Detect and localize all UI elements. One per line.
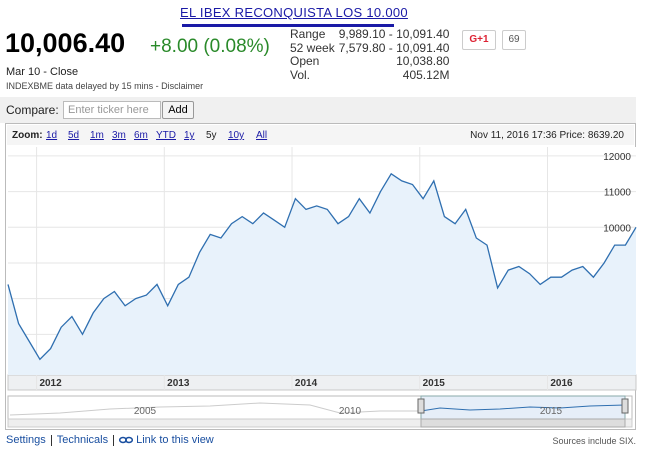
stat-label: Open <box>290 54 320 68</box>
zoom-label: Zoom: <box>12 130 43 141</box>
stat-label: Vol. <box>290 67 311 82</box>
stat-label: Range <box>290 27 326 41</box>
price-line <box>7 172 637 361</box>
stat-value: 405.12M <box>402 67 450 82</box>
x-tick-label: 2013 <box>167 378 190 389</box>
stat-row: Vol. 405.12M <box>290 67 450 83</box>
zoom-bar <box>7 125 634 145</box>
stat-value: 10,038.80 <box>396 54 450 68</box>
stat-row: Open 10,038.80 <box>290 54 450 69</box>
zoom-link[interactable]: 5d <box>68 130 79 141</box>
zoom-link[interactable]: All <box>256 130 267 141</box>
ticker-input[interactable]: Enter ticker here <box>63 101 161 119</box>
title-underline <box>182 24 394 27</box>
separator <box>50 434 52 446</box>
zoom-link[interactable]: 1m <box>90 130 104 141</box>
stat-row: 52 week 7,579.80 - 10,091.40 <box>290 40 450 56</box>
compare-label: Compare: <box>6 103 59 117</box>
navigator-label: 2005 <box>134 406 157 417</box>
y-tick-label: 10000 <box>603 223 631 234</box>
link-icon <box>119 436 134 444</box>
scroll-thumb[interactable] <box>420 418 626 428</box>
price: 10,006.40 <box>5 28 126 58</box>
stat-value: 9,989.10 - 10,091.40 <box>338 27 450 41</box>
x-tick-label: 2012 <box>39 378 62 389</box>
footer-link[interactable]: Settings <box>6 434 46 446</box>
separator <box>113 434 115 446</box>
stat-row: Range 9,989.10 - 10,091.40 <box>290 27 450 42</box>
x-tick-label: 2014 <box>295 378 318 389</box>
zoom-link[interactable]: 1y <box>184 130 195 141</box>
footer-link[interactable]: Technicals <box>56 434 109 446</box>
stat-value: 7,579.80 - 10,091.40 <box>338 40 450 55</box>
year-band <box>7 374 637 391</box>
sources-note: Sources include SIX. <box>552 436 636 446</box>
price-change: +8.00 (0.08%) <box>150 36 270 57</box>
zoom-link[interactable]: 6m <box>134 130 148 141</box>
navigator-label: 2015 <box>540 406 563 417</box>
chart: Zoom: Nov 11, 2016 17:36 Price: 8639.20 … <box>5 123 637 430</box>
stats-table: Range 9,989.10 - 10,091.40 52 week 7,579.80… <box>290 27 450 83</box>
y-tick-label: 11000 <box>604 188 632 199</box>
navigator-handle[interactable] <box>417 398 425 414</box>
zoom-link[interactable]: 10y <box>228 130 244 141</box>
add-button[interactable]: Add <box>162 101 194 119</box>
price-info: Nov 11, 2016 17:36 Price: 8639.20 <box>470 130 624 141</box>
zoom-link[interactable]: 1d <box>46 130 57 141</box>
zoom-link[interactable]: 3m <box>112 130 126 141</box>
navigator-label: 2010 <box>339 406 362 417</box>
zoom-link[interactable]: YTD <box>156 130 176 141</box>
stat-label: 52 week <box>290 40 335 55</box>
area <box>8 173 636 375</box>
delay-note: INDEXBME data delayed by 15 mins - Discl… <box>6 81 204 91</box>
close-date: Mar 10 - Close <box>6 66 79 78</box>
x-tick-label: 2016 <box>550 378 573 389</box>
scrollbar[interactable] <box>7 418 633 428</box>
navigator-line <box>420 404 626 412</box>
gplus-count: 69 <box>502 30 526 50</box>
footer-link[interactable]: Link to this view <box>136 434 214 446</box>
navigator-handle[interactable] <box>621 398 629 414</box>
y-tick-label: 12000 <box>603 152 631 163</box>
x-tick-label: 2015 <box>423 378 446 389</box>
gplus-button[interactable]: G+1 <box>462 30 496 50</box>
navigator-history <box>9 402 421 416</box>
footer-links: Settings Technicals Link to this view <box>6 434 214 446</box>
news-title[interactable]: EL IBEX RECONQUISTA LOS 10.000 <box>180 5 408 20</box>
zoom-link[interactable]: 5y <box>206 130 217 141</box>
